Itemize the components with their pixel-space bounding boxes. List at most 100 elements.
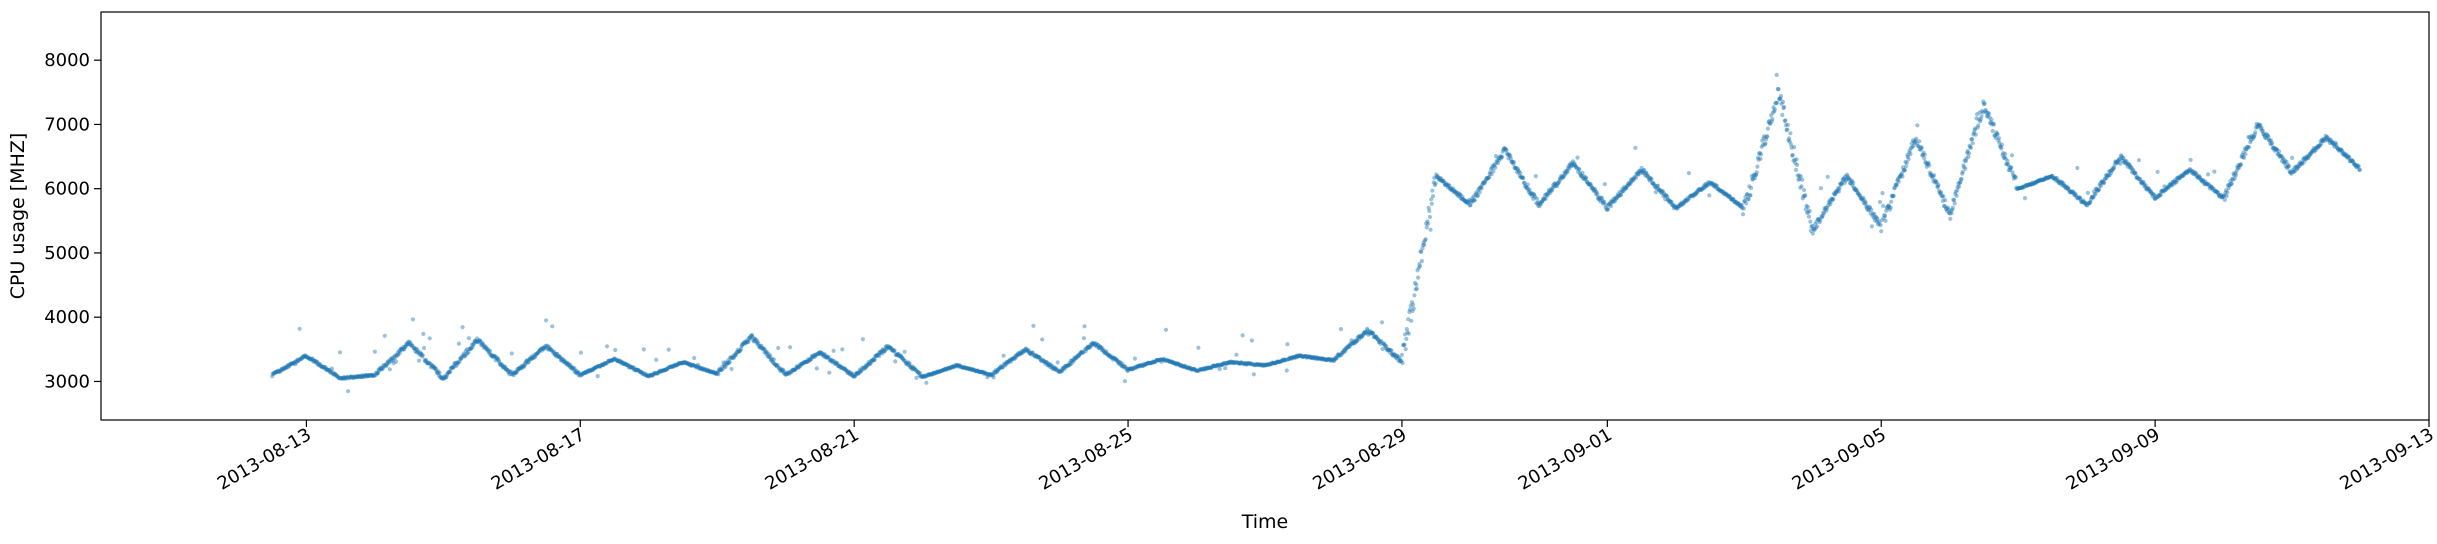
data-point — [404, 341, 409, 346]
data-point — [502, 365, 507, 370]
data-point — [583, 370, 588, 375]
data-point — [1950, 205, 1955, 210]
data-point — [1794, 157, 1799, 162]
data-point — [398, 346, 404, 351]
data-point — [1888, 205, 1893, 210]
data-point — [2188, 157, 2193, 162]
data-point — [2155, 169, 2160, 174]
data-point — [630, 365, 635, 370]
data-point — [1808, 219, 1813, 224]
data-point — [327, 367, 332, 373]
data-point — [576, 370, 581, 375]
data-point — [337, 376, 342, 381]
data-point — [407, 340, 412, 345]
data-point — [623, 361, 628, 366]
data-point — [1831, 196, 1836, 201]
data-point — [433, 366, 438, 371]
data-point — [1908, 152, 1913, 157]
data-point — [503, 367, 508, 372]
data-point — [676, 362, 681, 367]
data-point — [638, 369, 643, 374]
data-point — [1249, 338, 1254, 343]
y-tick-label: 5000 — [44, 243, 90, 264]
data-point — [334, 373, 339, 378]
data-point — [365, 374, 370, 379]
data-point — [393, 353, 398, 358]
data-point — [397, 348, 402, 353]
data-point — [337, 350, 343, 355]
data-point — [1379, 320, 1385, 325]
data-point — [681, 360, 686, 365]
data-point — [632, 366, 637, 371]
data-point — [702, 367, 707, 372]
data-point — [302, 354, 307, 360]
data-point — [1936, 182, 1941, 188]
data-point — [569, 364, 574, 369]
data-point — [1122, 379, 1127, 384]
data-point — [1431, 194, 1436, 199]
data-point — [1428, 227, 1433, 232]
data-point — [991, 375, 996, 380]
data-point — [1414, 286, 1419, 291]
data-point — [607, 359, 612, 364]
x-axis-label: Time — [1241, 511, 1289, 533]
data-point — [520, 365, 525, 370]
data-point — [2013, 175, 2018, 180]
data-point — [438, 375, 443, 380]
data-point — [1001, 353, 1006, 358]
data-point — [641, 371, 646, 376]
data-point — [1806, 214, 1812, 219]
data-point — [300, 356, 305, 361]
data-point — [1989, 117, 1994, 122]
data-point — [465, 350, 470, 356]
data-point — [523, 362, 528, 367]
data-point — [484, 347, 489, 352]
data-point — [699, 366, 704, 371]
data-point — [506, 369, 511, 375]
data-point — [592, 365, 597, 370]
data-point — [1783, 118, 1788, 123]
data-point — [700, 367, 705, 372]
data-point — [1765, 134, 1770, 139]
data-point — [287, 363, 292, 368]
data-point — [325, 367, 330, 372]
data-point — [1633, 145, 1638, 150]
data-point — [397, 350, 402, 355]
data-point — [386, 359, 391, 364]
data-point — [694, 365, 699, 370]
data-point — [618, 359, 623, 364]
data-point — [373, 373, 378, 378]
data-point — [318, 362, 323, 367]
data-point — [611, 357, 616, 362]
data-point — [420, 354, 425, 359]
data-point — [527, 356, 533, 361]
data-point — [410, 317, 415, 322]
data-point — [606, 358, 612, 363]
y-tick-label: 4000 — [44, 307, 90, 328]
data-point — [831, 348, 836, 353]
data-point — [297, 326, 302, 331]
data-point — [323, 365, 328, 370]
data-point — [472, 339, 477, 344]
data-point — [497, 360, 502, 365]
data-point — [575, 371, 580, 376]
data-point — [499, 362, 504, 367]
data-point — [270, 374, 275, 379]
data-point — [364, 373, 369, 378]
data-point — [346, 389, 351, 394]
data-point — [467, 346, 472, 351]
plot-area-frame — [100, 11, 2430, 421]
data-point — [1966, 151, 1972, 156]
data-point — [665, 367, 670, 372]
data-point — [680, 360, 686, 365]
data-point — [410, 343, 415, 348]
data-point — [347, 375, 352, 380]
data-points — [270, 72, 2362, 394]
data-point — [448, 366, 453, 371]
data-point — [666, 347, 671, 352]
data-point — [578, 350, 584, 355]
data-point — [788, 345, 793, 350]
data-point — [1954, 193, 1959, 198]
data-point — [1500, 154, 1505, 160]
data-point — [431, 365, 436, 370]
